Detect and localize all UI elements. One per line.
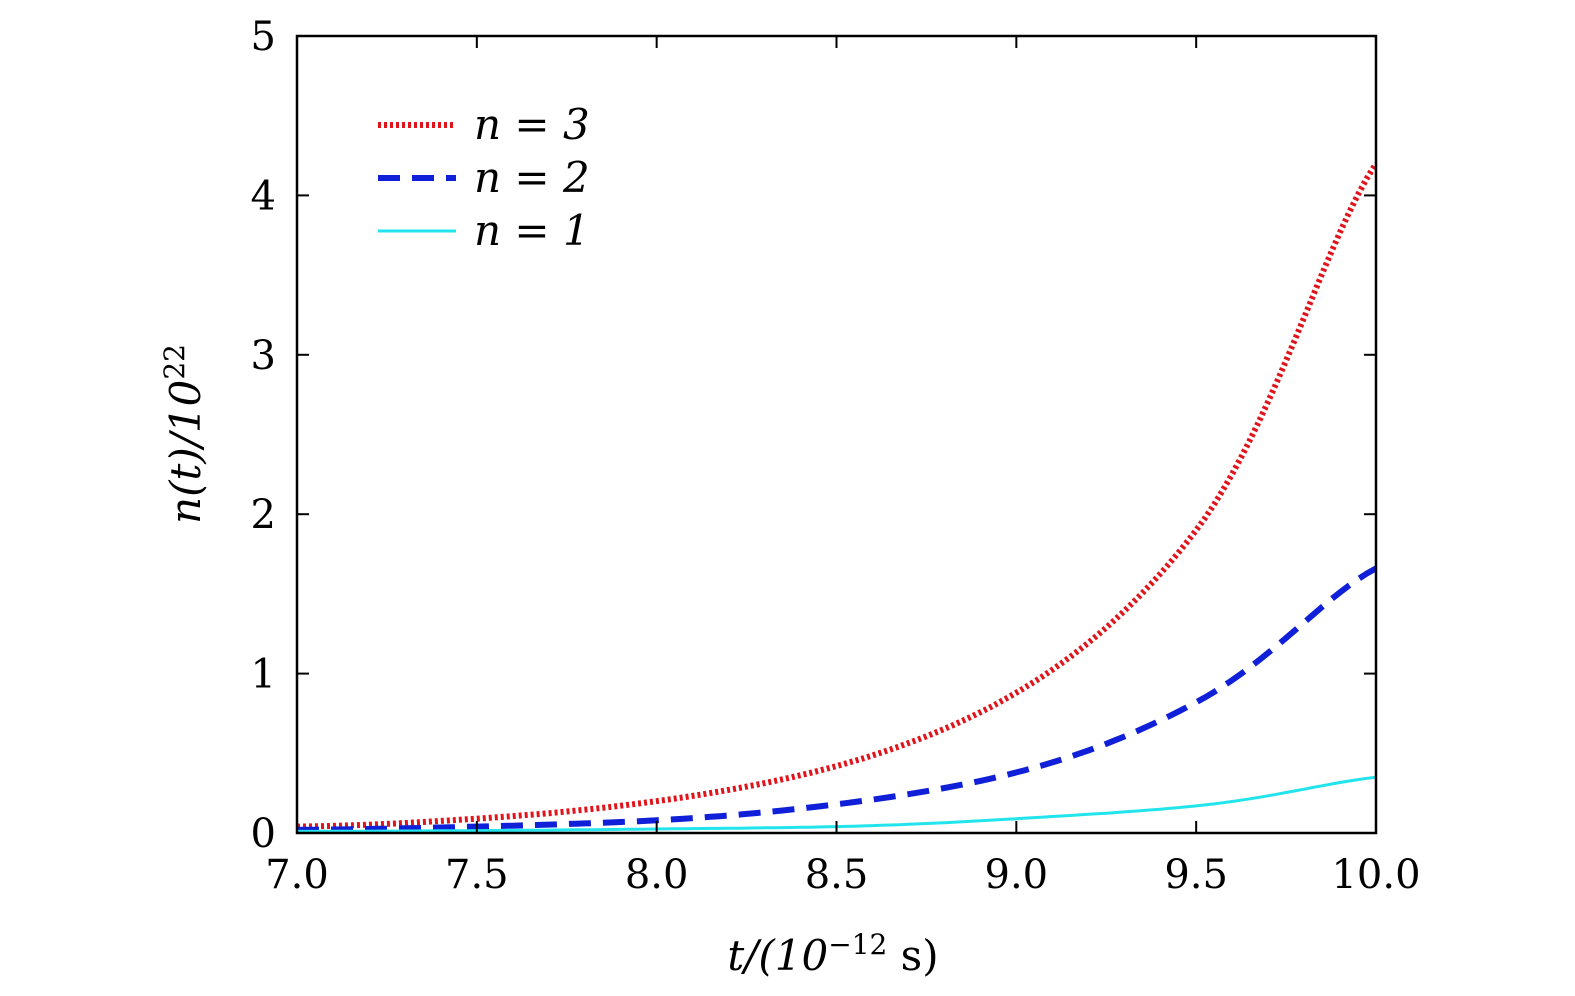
x-tick-label: 7.5 — [445, 852, 509, 898]
y-axis-label: n(t)/1022 — [158, 344, 210, 524]
legend-label: n = 3 — [474, 100, 590, 149]
series-line-1 — [296, 161, 1379, 830]
x-tick-label: 9.5 — [1164, 852, 1228, 898]
x-tick-label: 8.0 — [625, 852, 689, 898]
x-axis-label-unit: s) — [887, 931, 938, 980]
y-axis-label-exponent: 22 — [158, 344, 191, 380]
x-axis-label: t/(10−12 s) — [727, 928, 938, 980]
x-tick-label: 7.0 — [265, 852, 329, 898]
x-axis-label-exponent: −12 — [828, 928, 887, 961]
x-axis-label-base: t/(10 — [727, 931, 828, 980]
legend: n = 3n = 2n = 1 — [378, 100, 590, 255]
series-line-2 — [297, 565, 1378, 833]
plot-frame — [295, 34, 1378, 835]
y-tick-label: 3 — [251, 333, 276, 379]
axis-ticks — [296, 35, 1377, 834]
legend-label: n = 1 — [474, 206, 590, 255]
y-tick-label: 1 — [251, 652, 276, 698]
legend-label: n = 2 — [474, 153, 590, 202]
x-tick-labels: 7.0 7.5 8.0 8.5 9.0 9.5 10.0 — [265, 852, 1420, 898]
x-tick-label: 9.0 — [985, 852, 1049, 898]
x-tick-label: 8.5 — [805, 852, 869, 898]
y-tick-label: 2 — [251, 492, 276, 538]
y-axis-label-base: n(t)/10 — [161, 380, 210, 524]
y-tick-label: 4 — [251, 173, 276, 219]
y-tick-label: 5 — [251, 14, 276, 60]
y-tick-labels: 0 1 2 3 4 5 — [251, 14, 276, 857]
x-tick-label: 10.0 — [1331, 852, 1420, 898]
y-tick-label: 0 — [251, 811, 276, 857]
series-lines — [296, 161, 1379, 833]
